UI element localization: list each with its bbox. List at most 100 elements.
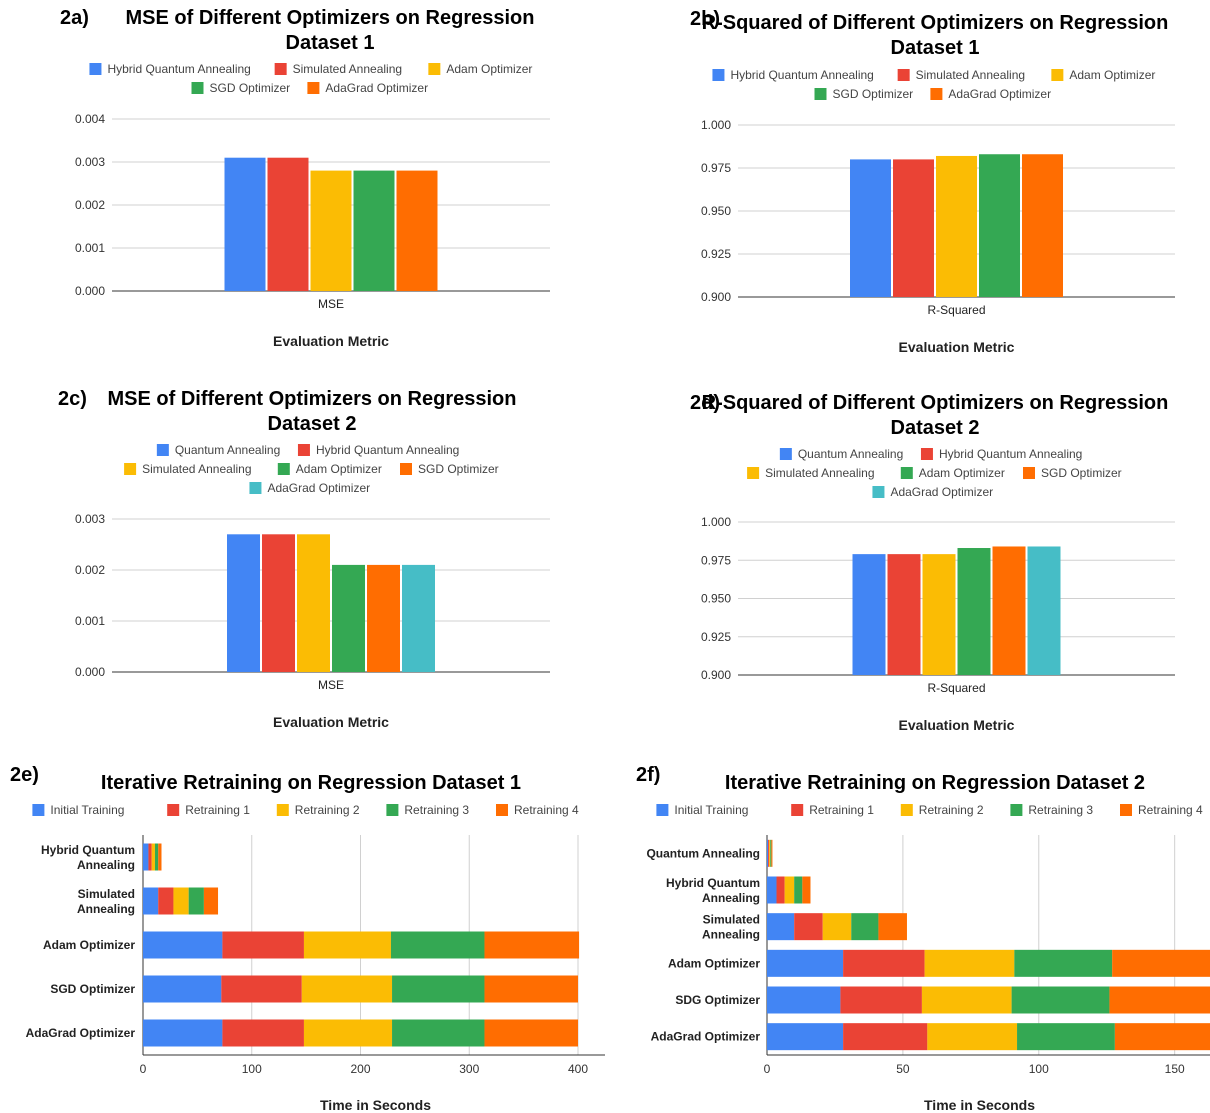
bar-hybrid-quantum-annealing-initial-training: [143, 843, 149, 871]
y-category-label: Hybrid Quantum Annealing: [41, 843, 135, 872]
chart-title: Iterative Retraining on Regression Datas…: [725, 772, 1145, 794]
bar-adagrad-optimizer-retraining-1: [222, 1019, 304, 1047]
legend-label-adam-optimizer: Adam Optimizer: [1069, 68, 1155, 82]
legend-label-simulated-annealing: Simulated Annealing: [142, 462, 251, 476]
bar-hybrid-quantum-annealing: [262, 534, 295, 672]
y-category-label-line-1: Simulated: [78, 887, 135, 901]
y-tick-label: 0.925: [701, 630, 731, 644]
chart-2a: 2a) MSE of Different Optimizers on Regres…: [60, 7, 550, 349]
bar-sdg-optimizer-retraining-4: [1109, 986, 1210, 1014]
y-tick-label: 0.002: [75, 563, 105, 577]
legend-label-initial-training: Initial Training: [50, 803, 124, 817]
legend-label-retraining-4: Retraining 4: [514, 803, 579, 817]
bar-adam-optimizer-retraining-3: [1014, 949, 1113, 977]
legend-swatch-simulated-annealing: [747, 467, 760, 479]
legend-swatch-quantum-annealing: [156, 444, 169, 456]
x-tick-label: 150: [1165, 1062, 1185, 1076]
legend-swatch-adam-optimizer: [1051, 69, 1064, 81]
legend-label-retraining-1: Retraining 1: [185, 803, 250, 817]
x-tick-label: 0: [764, 1062, 771, 1076]
legend-swatch-retraining-4: [1120, 804, 1132, 816]
y-category-label: SGD Optimizer: [50, 982, 135, 996]
y-category-label-line-1: Hybrid Quantum: [41, 843, 135, 857]
bar-sdg-optimizer-initial-training: [767, 986, 841, 1014]
y-category-label: AdaGrad Optimizer: [26, 1026, 136, 1040]
bar-simulated-annealing-initial-training: [767, 913, 795, 941]
y-category-label: Adam Optimizer: [668, 956, 760, 970]
bar-simulated-annealing-retraining-3: [851, 913, 879, 941]
legend-swatch-retraining-2: [276, 804, 289, 816]
panel-label: 2a): [60, 7, 89, 29]
bar-hybrid-quantum-annealing-initial-training: [767, 876, 777, 904]
legend-swatch-simulated-annealing: [897, 69, 910, 81]
y-tick-label: 0.900: [701, 290, 731, 304]
bar-hybrid-quantum-annealing-retraining-2: [151, 843, 155, 871]
panel-label: 2d): [690, 392, 720, 414]
bar-adam-optimizer-retraining-2: [924, 949, 1015, 977]
bar-sgd-optimizer-initial-training: [143, 975, 222, 1003]
y-tick-label: 0.950: [701, 592, 731, 606]
x-axis-title: Time in Seconds: [924, 1097, 1035, 1113]
x-axis-title: Evaluation Metric: [273, 714, 389, 730]
y-tick-label: 1.000: [701, 515, 731, 529]
bar-adam-optimizer-retraining-2: [303, 931, 391, 959]
x-axis-title: Time in Seconds: [320, 1097, 431, 1113]
legend-swatch-sgd-optimizer: [814, 88, 827, 100]
chart-title-line-1: R-Squared of Different Optimizers on Reg…: [702, 392, 1169, 414]
chart-title: MSE of Different Optimizers on Regressio…: [108, 388, 517, 435]
chart-title-line-1: R-Squared of Different Optimizers on Reg…: [702, 12, 1169, 34]
bar-quantum-annealing-retraining-3: [770, 839, 772, 867]
bar-simulated-annealing-retraining-3: [188, 887, 204, 915]
legend-label-hybrid-quantum-annealing: Hybrid Quantum Annealing: [730, 68, 873, 82]
x-tick-label: 0: [140, 1062, 147, 1076]
panel-label: 2f): [636, 764, 660, 786]
panel-label: 2e): [10, 764, 39, 786]
bar-sdg-optimizer-retraining-3: [1011, 986, 1110, 1014]
y-tick-label: 0.001: [75, 241, 105, 255]
legend-swatch-initial-training: [656, 804, 669, 816]
bar-quantum-annealing-retraining-2: [769, 839, 771, 867]
bar-adam-optimizer-retraining-3: [390, 931, 485, 959]
y-category-label-line-2: Annealing: [702, 891, 760, 905]
legend-label-sgd-optimizer: SGD Optimizer: [833, 87, 914, 101]
y-category-label: Quantum Annealing: [646, 846, 760, 860]
bar-adagrad-optimizer-initial-training: [143, 1019, 223, 1047]
bar-simulated-annealing-retraining-2: [173, 887, 189, 915]
y-tick-label: 0.000: [75, 665, 105, 679]
bar-sgd-optimizer: [992, 546, 1026, 675]
legend-label-adagrad-optimizer: AdaGrad Optimizer: [948, 87, 1051, 101]
bar-adagrad-optimizer: [1022, 154, 1063, 297]
bar-adagrad-optimizer-retraining-2: [303, 1019, 393, 1047]
y-category-label: Hybrid Quantum Annealing: [666, 876, 760, 905]
x-tick-label: 100: [1029, 1062, 1049, 1076]
legend-label-retraining-3: Retraining 3: [404, 803, 469, 817]
legend-swatch-retraining-1: [791, 804, 804, 816]
y-tick-label: 0.950: [701, 204, 731, 218]
legend-swatch-sgd-optimizer: [1023, 467, 1035, 479]
x-tick-label: 300: [459, 1062, 479, 1076]
chart-title-line-1: MSE of Different Optimizers on Regressio…: [108, 388, 517, 410]
bar-adam-optimizer-retraining-1: [222, 931, 304, 959]
chart-2b: 2b)R-Squared of Different Optimizers on …: [690, 8, 1175, 355]
legend-swatch-adam-optimizer: [277, 463, 290, 475]
legend-swatch-adagrad-optimizer: [872, 486, 885, 498]
bar-sgd-optimizer-retraining-2: [301, 975, 393, 1003]
bar-quantum-annealing-retraining-1: [768, 839, 770, 867]
bar-adagrad-optimizer-initial-training: [767, 1023, 844, 1051]
bar-hybrid-quantum-annealing: [887, 554, 921, 675]
bar-hybrid-quantum-annealing-retraining-3: [154, 843, 159, 871]
chart-2d: 2d)R-Squared of Different Optimizers on …: [690, 392, 1175, 733]
legend-label-sgd-optimizer: SGD Optimizer: [418, 462, 499, 476]
legend-label-adagrad-optimizer: AdaGrad Optimizer: [890, 485, 993, 499]
bar-hybrid-quantum-annealing-retraining-4: [158, 843, 162, 871]
bar-adagrad-optimizer-retraining-3: [1017, 1023, 1115, 1051]
y-tick-label: 0.900: [701, 668, 731, 682]
y-category-label: Adam Optimizer: [43, 938, 135, 952]
legend-label-retraining-1: Retraining 1: [809, 803, 874, 817]
chart-2e: 2e) Iterative Retraining on Regression Da…: [10, 764, 605, 1113]
legend-label-adagrad-optimizer: AdaGrad Optimizer: [325, 81, 428, 95]
chart-2f: 2f) Iterative Retraining on Regression Da…: [636, 764, 1210, 1113]
bar-hybrid-quantum-annealing: [850, 159, 891, 297]
y-category-label: SDG Optimizer: [675, 993, 760, 1007]
